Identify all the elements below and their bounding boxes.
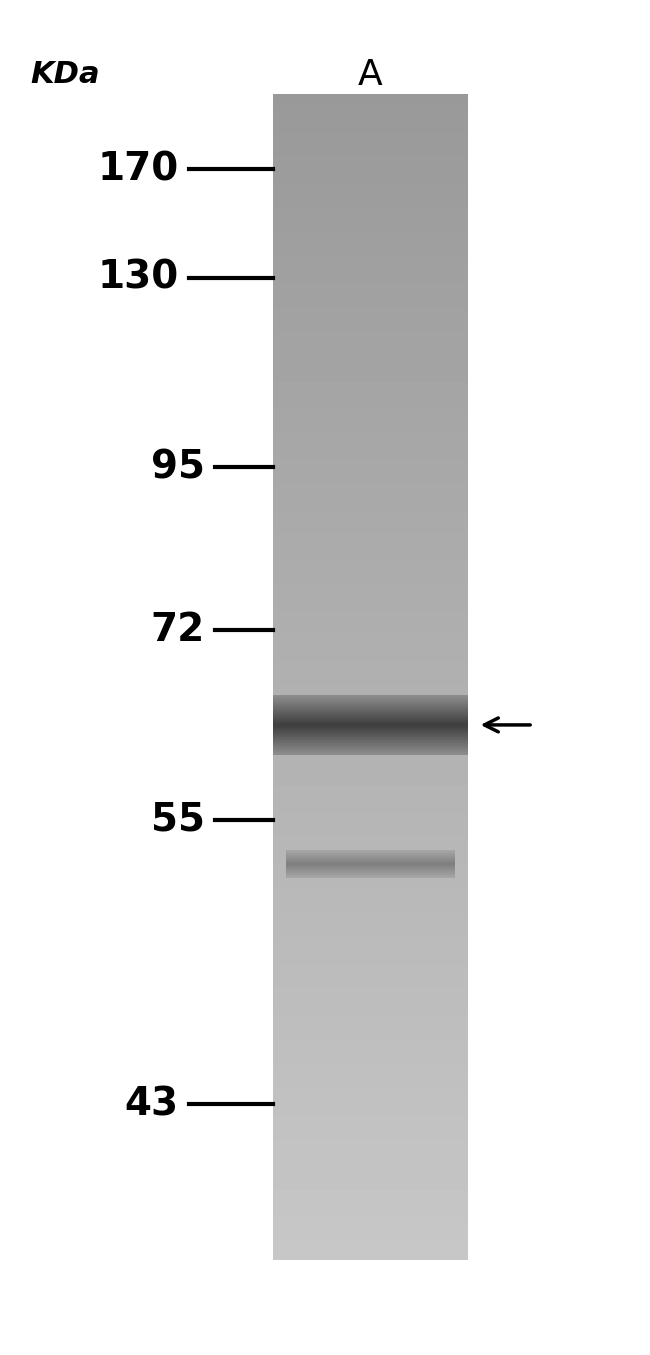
Text: 130: 130 bbox=[98, 259, 179, 297]
Text: 72: 72 bbox=[151, 611, 205, 649]
Text: 55: 55 bbox=[151, 801, 205, 839]
Text: KDa: KDa bbox=[30, 60, 100, 89]
Text: 43: 43 bbox=[125, 1085, 179, 1123]
Text: 170: 170 bbox=[98, 150, 179, 188]
Text: A: A bbox=[358, 57, 383, 92]
Text: 95: 95 bbox=[151, 449, 205, 486]
